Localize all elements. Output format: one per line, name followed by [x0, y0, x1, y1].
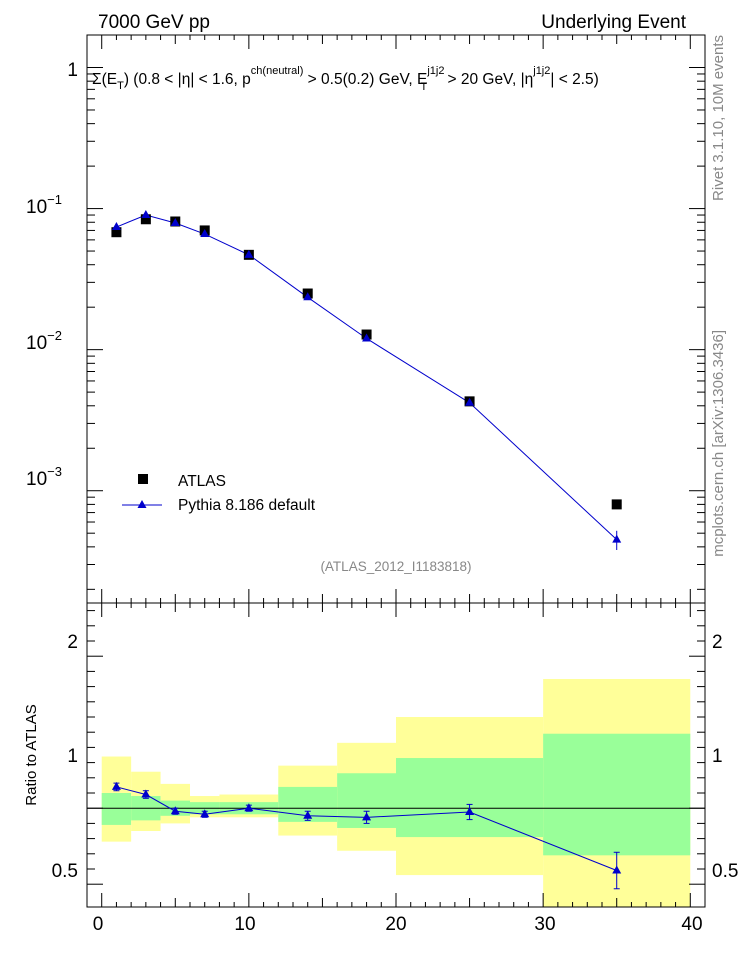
legend-mc-marker: [137, 500, 147, 508]
atlas-point-1: [140, 214, 151, 225]
mc-point-2: [170, 218, 180, 227]
ratio-tick-label-05-right: 0.5: [712, 861, 738, 882]
ratio-point-0: [111, 781, 121, 790]
mc-point-8: [612, 534, 622, 543]
ratio-tick-label-1-right: 1: [712, 746, 723, 767]
mc-point-4: [244, 249, 254, 258]
legend-atlas-label: ATLAS: [178, 473, 226, 490]
y-tick-label-1e-1: 10−1: [26, 192, 62, 218]
ratio-point-6: [362, 812, 372, 821]
ratio-bands: [87, 679, 705, 907]
x-tick-label-10: 10: [234, 914, 255, 935]
ratio-tick-label-1-left: 1: [67, 746, 78, 767]
header-right: Underlying Event: [541, 12, 686, 33]
ratio-point-3: [200, 809, 210, 818]
mcplots-label: mcplots.cern.ch [arXiv:1306.3436]: [710, 330, 727, 557]
mc-point-3: [200, 229, 210, 238]
ratio-point-5: [303, 810, 313, 819]
x-tick-label-0: 0: [93, 914, 104, 935]
mc-point-5: [303, 292, 313, 301]
mc-point-0: [111, 222, 121, 231]
main-marks: [111, 210, 622, 551]
header-left: 7000 GeV pp: [98, 12, 210, 33]
main-frame: [86, 34, 706, 604]
mc-point-1: [141, 210, 151, 219]
ratio-point-8: [612, 865, 622, 874]
x-tick-label-40: 40: [681, 914, 702, 935]
mc-line: [116, 214, 618, 541]
ratio-marks: [111, 781, 622, 890]
band-inner-8: [543, 733, 691, 856]
ratio-point-1: [141, 789, 151, 798]
band-inner-0: [101, 793, 132, 825]
x-tick-label-30: 30: [534, 914, 555, 935]
ratio-point-4: [244, 803, 254, 812]
rivet-label: Rivet 3.1.10, 10M events: [710, 35, 727, 201]
y-tick-label-1e-2: 10−2: [26, 328, 62, 354]
atlas-point-0: [111, 227, 122, 238]
y-tick-label-1e-3: 10−3: [26, 464, 62, 490]
y-tick-label-1: 1: [67, 60, 78, 81]
mc-point-7: [465, 397, 475, 406]
ratio-tick-label-05-left: 0.5: [52, 861, 78, 882]
legend-mc-label: Pythia 8.186 default: [178, 497, 316, 514]
ratio-tick-label-2-right: 2: [712, 632, 723, 653]
plot-title: Σ(ET) (0.8 < |η| < 1.6, pch(neutral) > 0…: [92, 65, 599, 93]
analysis-watermark: (ATLAS_2012_I1183818): [320, 559, 471, 574]
ratio-point-2: [170, 806, 180, 815]
ratio-point-7: [465, 807, 475, 815]
x-tick-label-20: 20: [385, 914, 406, 935]
mc-point-6: [362, 333, 372, 342]
legend: ATLAS Pythia 8.186 default: [122, 473, 316, 514]
atlas-point-8: [611, 499, 622, 510]
ratio-tick-label-2-left: 2: [67, 632, 78, 653]
legend-atlas-marker: [138, 474, 148, 484]
axis-ticks: [87, 35, 705, 907]
band-inner-7: [396, 758, 544, 838]
ratio-ylabel: Ratio to ATLAS: [23, 704, 40, 805]
main-y-tick-labels: 1 10−1 10−2 10−3: [26, 60, 78, 490]
